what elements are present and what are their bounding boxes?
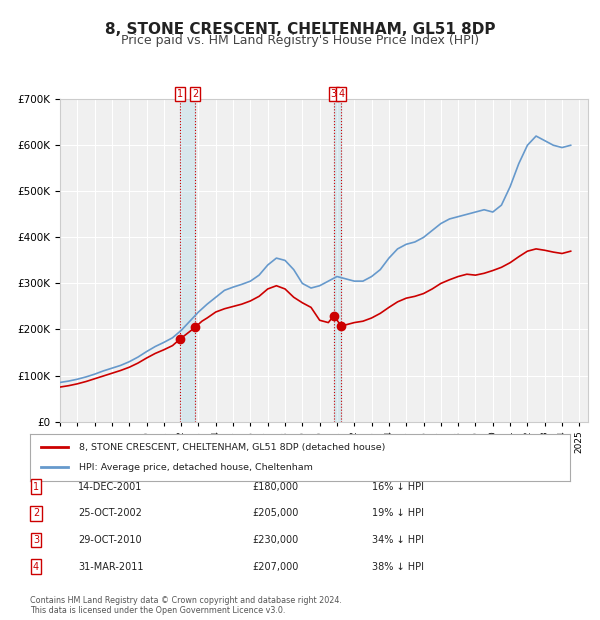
Text: 29-OCT-2010: 29-OCT-2010	[78, 535, 142, 545]
Text: 31-MAR-2011: 31-MAR-2011	[78, 562, 143, 572]
Text: £230,000: £230,000	[252, 535, 298, 545]
Text: 2: 2	[192, 89, 199, 99]
Text: 1: 1	[178, 89, 184, 99]
Text: 3: 3	[331, 89, 337, 99]
Text: 2: 2	[33, 508, 39, 518]
Bar	[334, 99, 341, 422]
Text: 19% ↓ HPI: 19% ↓ HPI	[372, 508, 424, 518]
Text: 38% ↓ HPI: 38% ↓ HPI	[372, 562, 424, 572]
Text: 8, STONE CRESCENT, CHELTENHAM, GL51 8DP (detached house): 8, STONE CRESCENT, CHELTENHAM, GL51 8DP …	[79, 443, 385, 451]
Text: 4: 4	[33, 562, 39, 572]
Text: 1: 1	[33, 482, 39, 492]
Text: 4: 4	[338, 89, 344, 99]
Text: 3: 3	[33, 535, 39, 545]
Text: 16% ↓ HPI: 16% ↓ HPI	[372, 482, 424, 492]
Text: 34% ↓ HPI: 34% ↓ HPI	[372, 535, 424, 545]
Text: 8, STONE CRESCENT, CHELTENHAM, GL51 8DP: 8, STONE CRESCENT, CHELTENHAM, GL51 8DP	[105, 22, 495, 37]
Text: £180,000: £180,000	[252, 482, 298, 492]
Bar	[181, 99, 196, 422]
Text: 14-DEC-2001: 14-DEC-2001	[78, 482, 142, 492]
Text: HPI: Average price, detached house, Cheltenham: HPI: Average price, detached house, Chel…	[79, 463, 313, 472]
Text: 25-OCT-2002: 25-OCT-2002	[78, 508, 142, 518]
Text: £207,000: £207,000	[252, 562, 298, 572]
Text: Contains HM Land Registry data © Crown copyright and database right 2024.
This d: Contains HM Land Registry data © Crown c…	[30, 596, 342, 615]
Text: Price paid vs. HM Land Registry's House Price Index (HPI): Price paid vs. HM Land Registry's House …	[121, 34, 479, 47]
Text: £205,000: £205,000	[252, 508, 298, 518]
